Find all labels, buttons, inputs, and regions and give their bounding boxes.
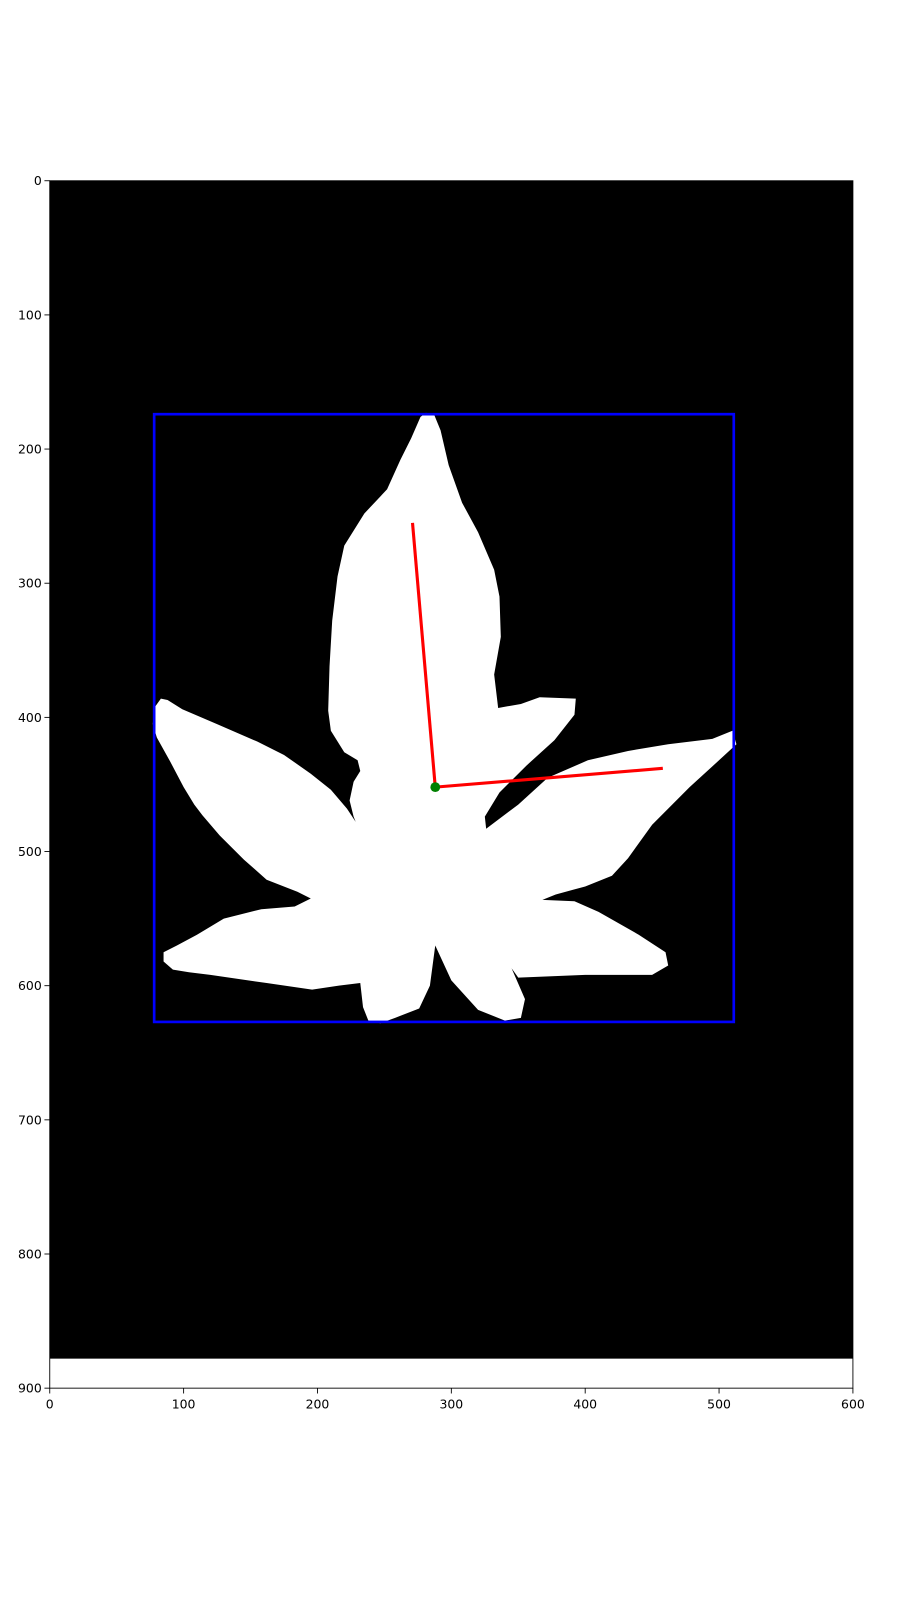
x-tick-label: 400	[573, 1397, 597, 1412]
leaf-mask	[152, 412, 737, 1024]
x-axis-ticks: 0 100 200 300 400 500 600	[46, 1388, 865, 1412]
red-axis-line-1	[410, 522, 437, 788]
plot-area	[49, 180, 854, 1389]
y-tick-label: 700	[18, 1112, 42, 1127]
y-tick-label: 400	[18, 710, 42, 725]
x-tick-label: 100	[172, 1397, 196, 1412]
y-tick-label: 0	[34, 173, 42, 188]
x-tick-label: 600	[841, 1397, 865, 1412]
red-axis-line-2	[435, 766, 663, 789]
center-point	[430, 782, 441, 793]
y-tick-label: 600	[18, 978, 42, 993]
y-tick-label: 100	[18, 307, 42, 322]
y-tick-label: 800	[18, 1246, 42, 1261]
x-tick-label: 500	[707, 1397, 731, 1412]
y-tick-label: 500	[18, 844, 42, 859]
x-tick-label: 200	[306, 1397, 330, 1412]
y-tick-label: 300	[18, 576, 42, 591]
bounding-box	[152, 412, 736, 1024]
y-axis-ticks: 0 100 200 300 400 500 600 700 800 900	[18, 173, 50, 1396]
y-tick-label: 900	[18, 1381, 42, 1396]
x-tick-label: 0	[46, 1397, 54, 1412]
x-tick-label: 300	[439, 1397, 463, 1412]
y-tick-label: 200	[18, 442, 42, 457]
